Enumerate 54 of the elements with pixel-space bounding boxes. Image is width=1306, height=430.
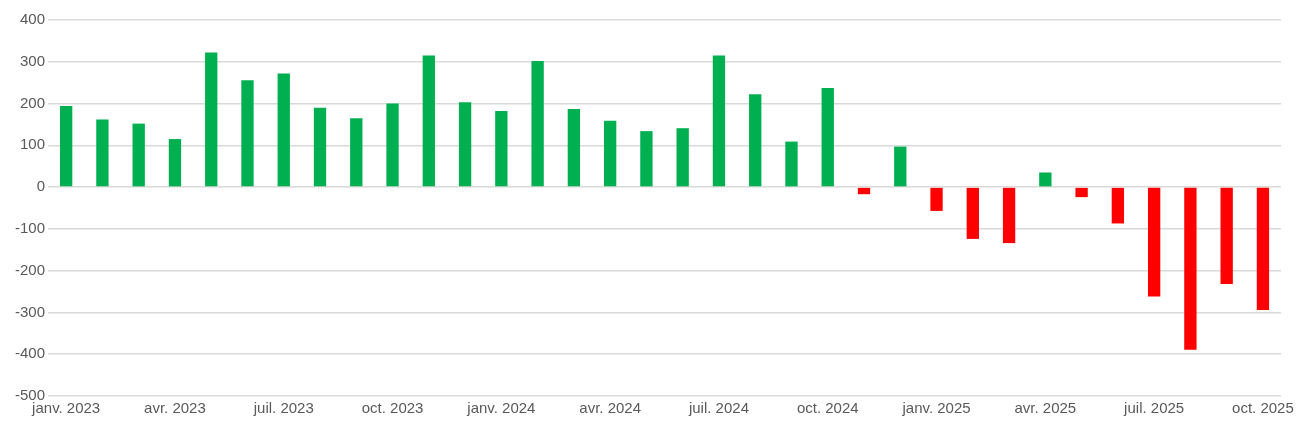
bar bbox=[640, 131, 653, 187]
x-tick-label: avr. 2025 bbox=[1014, 399, 1077, 417]
bar bbox=[1256, 187, 1270, 310]
x-tick-label: janv. 2025 bbox=[901, 399, 971, 417]
x-tick-label: oct. 2025 bbox=[1232, 399, 1294, 417]
y-tick-label: 400 bbox=[19, 10, 46, 28]
bar bbox=[966, 187, 979, 239]
y-tick-label: 100 bbox=[19, 135, 46, 153]
bar bbox=[1184, 187, 1197, 350]
bar bbox=[1220, 187, 1233, 285]
x-tick-label: avr. 2023 bbox=[144, 399, 206, 417]
y-tick-label: -200 bbox=[14, 260, 46, 278]
y-tick-label: 300 bbox=[19, 51, 46, 69]
x-tick-label: oct. 2024 bbox=[796, 399, 859, 417]
bar bbox=[1111, 187, 1125, 224]
bar bbox=[1039, 172, 1052, 187]
x-tick-label: janv. 2024 bbox=[466, 399, 536, 417]
bar bbox=[531, 60, 544, 187]
bar bbox=[495, 111, 508, 187]
bar bbox=[350, 118, 363, 187]
x-tick-label: avr. 2024 bbox=[579, 399, 642, 417]
bar bbox=[59, 106, 73, 187]
bar bbox=[313, 107, 327, 187]
bar bbox=[1075, 187, 1088, 198]
bar bbox=[277, 73, 290, 187]
bar bbox=[241, 80, 254, 187]
bar bbox=[168, 139, 182, 187]
bar bbox=[603, 120, 617, 187]
y-tick-label: 0 bbox=[36, 177, 46, 195]
x-tick-label: juil. 2025 bbox=[1123, 399, 1185, 417]
y-tick-label: -300 bbox=[14, 302, 46, 320]
bar bbox=[205, 52, 218, 187]
bar bbox=[567, 108, 581, 187]
y-tick-label: 200 bbox=[19, 93, 46, 111]
x-tick-label: juil. 2024 bbox=[687, 399, 749, 417]
bar bbox=[676, 128, 689, 187]
bar bbox=[930, 187, 943, 211]
bar bbox=[1147, 187, 1161, 297]
bar bbox=[857, 187, 871, 195]
bar bbox=[712, 55, 726, 187]
x-tick-label: juil. 2023 bbox=[252, 399, 314, 417]
bar bbox=[785, 141, 798, 187]
x-tick-label: oct. 2023 bbox=[361, 399, 424, 417]
bar bbox=[458, 102, 472, 187]
bar bbox=[1002, 187, 1016, 244]
bar bbox=[132, 123, 145, 187]
bar bbox=[894, 146, 907, 187]
bar bbox=[96, 119, 109, 187]
y-tick-label: -400 bbox=[14, 344, 46, 362]
bar bbox=[821, 88, 834, 187]
y-tick-label: -100 bbox=[14, 219, 46, 237]
bar bbox=[422, 55, 435, 187]
bar bbox=[749, 94, 762, 187]
bar bbox=[386, 103, 399, 187]
